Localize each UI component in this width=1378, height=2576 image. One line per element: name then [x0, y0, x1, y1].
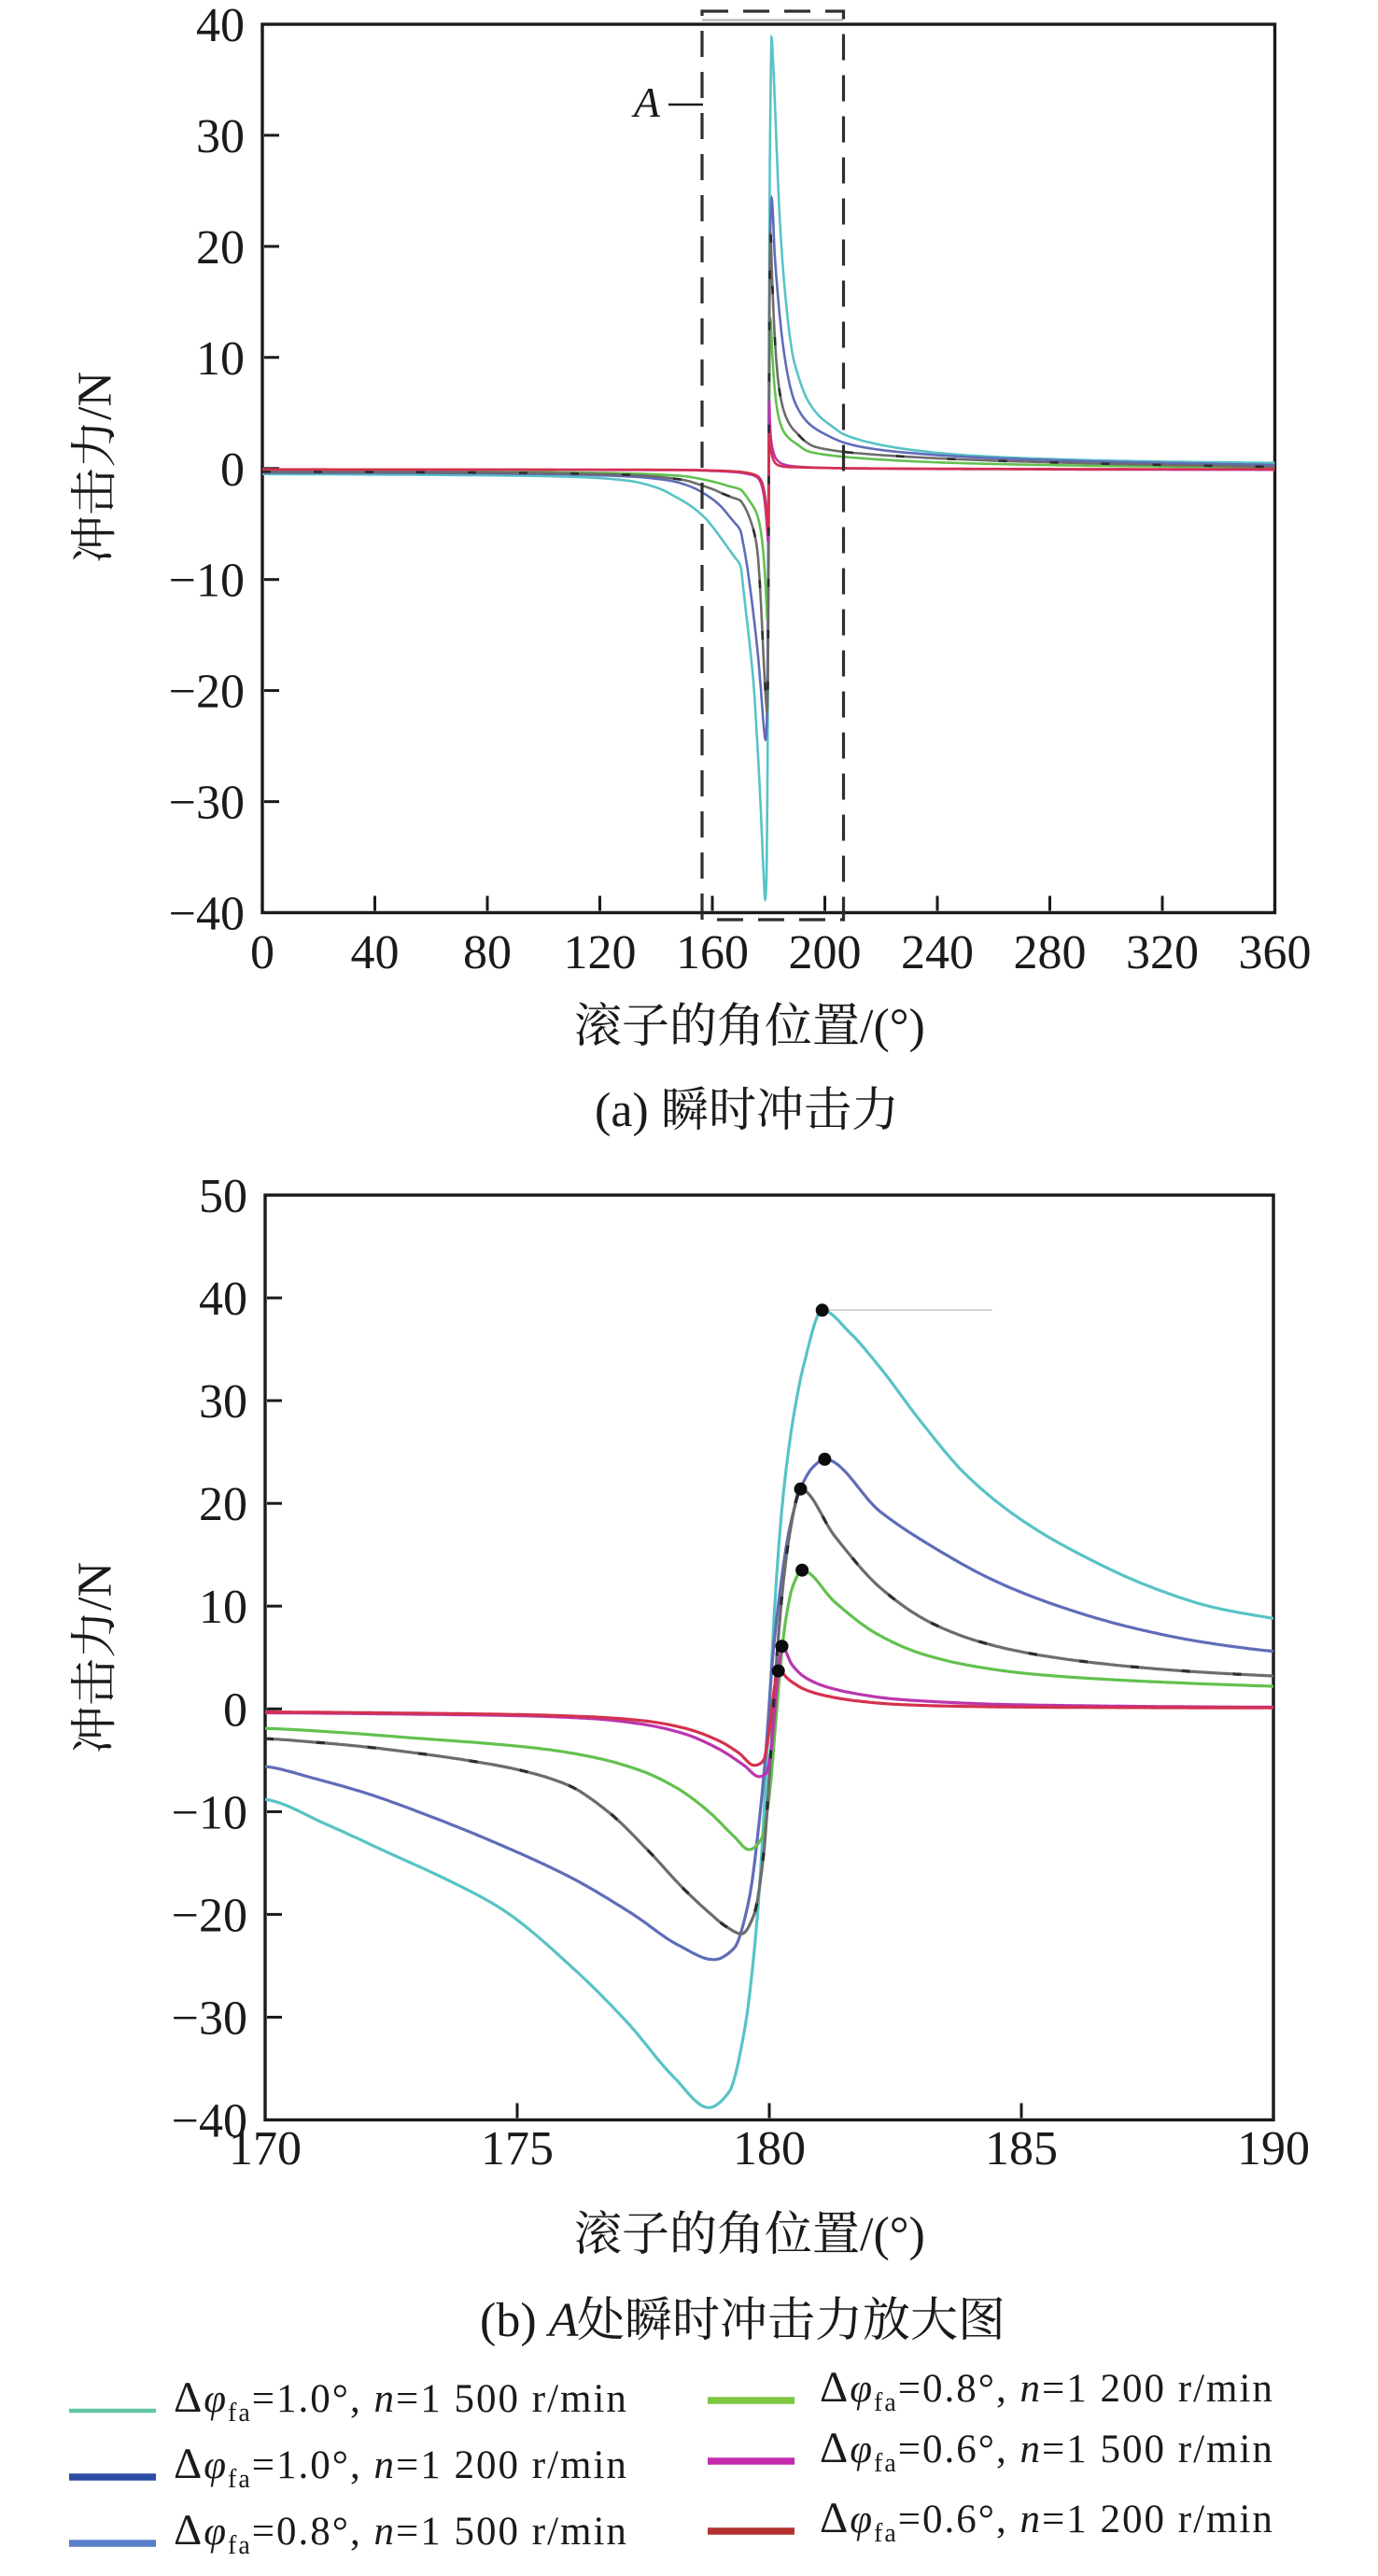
svg-text:240: 240	[901, 926, 974, 979]
svg-text:160: 160	[676, 926, 749, 979]
svg-text:10: 10	[196, 332, 245, 386]
svg-text:200: 200	[789, 926, 862, 979]
svg-text:Δφfa=​0.6°, n=​1 200 r/min: Δφfa=​0.6°, n=​1 200 r/min	[820, 2494, 1274, 2548]
svg-text:40: 40	[196, 0, 245, 52]
svg-text:30: 30	[196, 110, 245, 163]
svg-text:0: 0	[250, 926, 274, 979]
svg-text:−10: −10	[172, 1786, 247, 1839]
svg-text:−20: −20	[172, 1889, 247, 1942]
svg-text:/(°): /(°)	[860, 2208, 925, 2261]
svg-text:/N: /N	[69, 1562, 122, 1611]
svg-text:/N: /N	[69, 372, 122, 420]
svg-text:−30: −30	[169, 777, 245, 830]
svg-text:0: 0	[223, 1683, 247, 1737]
svg-text:−30: −30	[172, 1992, 247, 2046]
svg-text:A: A	[631, 78, 661, 126]
svg-text:20: 20	[199, 1478, 247, 1531]
svg-text:Δφfa=​0.6°, n=​1 500 r/min: Δφfa=​0.6°, n=​1 500 r/min	[820, 2424, 1274, 2478]
svg-text:120: 120	[564, 926, 637, 979]
svg-text:−40: −40	[169, 888, 245, 941]
svg-text:360: 360	[1239, 926, 1312, 979]
svg-text:190: 190	[1237, 2122, 1310, 2175]
svg-text:50: 50	[199, 1170, 247, 1223]
svg-text:180: 180	[733, 2122, 806, 2175]
svg-text:0: 0	[220, 443, 245, 497]
svg-text:175: 175	[481, 2122, 554, 2175]
svg-text:(b) A: (b) A	[480, 2294, 579, 2347]
svg-text:170: 170	[229, 2122, 302, 2175]
svg-text:−20: −20	[169, 666, 245, 719]
svg-text:40: 40	[199, 1273, 247, 1326]
svg-text:185: 185	[985, 2122, 1058, 2175]
svg-text:10: 10	[199, 1581, 247, 1634]
svg-text:(a): (a)	[595, 1084, 649, 1137]
svg-text:Δφfa=​1.0°, n=​1 200 r/min: Δφfa=​1.0°, n=​1 200 r/min	[174, 2440, 628, 2494]
svg-text:30: 30	[199, 1375, 247, 1429]
svg-text:40: 40	[351, 926, 400, 979]
svg-text:−10: −10	[169, 555, 245, 608]
svg-text:280: 280	[1014, 926, 1087, 979]
svg-text:−40: −40	[172, 2095, 247, 2148]
svg-text:320: 320	[1126, 926, 1199, 979]
svg-text:80: 80	[463, 926, 512, 979]
svg-text:20: 20	[196, 221, 245, 274]
svg-text:/(°): /(°)	[860, 1000, 925, 1053]
